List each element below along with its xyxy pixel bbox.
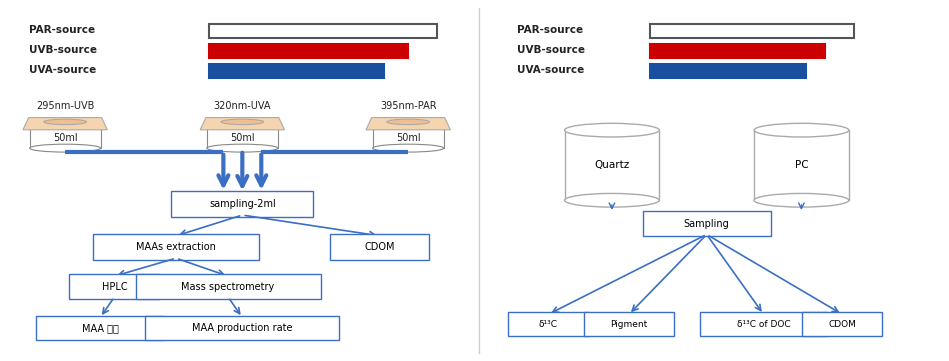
FancyBboxPatch shape (69, 274, 159, 299)
Bar (373, 129, 444, 148)
FancyBboxPatch shape (802, 313, 883, 336)
Text: MAAs extraction: MAAs extraction (136, 242, 216, 252)
FancyBboxPatch shape (36, 316, 164, 340)
Text: 50ml: 50ml (53, 133, 78, 143)
Text: Quartz: Quartz (594, 160, 629, 170)
Bar (207, 129, 278, 148)
Text: 50ml: 50ml (230, 133, 254, 143)
Text: HPLC: HPLC (102, 282, 127, 292)
Ellipse shape (207, 144, 278, 152)
Text: Mass spectrometry: Mass spectrometry (181, 282, 275, 292)
FancyBboxPatch shape (330, 234, 430, 260)
Bar (650, 44, 825, 58)
Text: UVB-source: UVB-source (29, 45, 97, 55)
Text: PAR-source: PAR-source (29, 25, 95, 35)
Text: δ¹³C of DOC: δ¹³C of DOC (736, 320, 791, 329)
FancyBboxPatch shape (642, 211, 771, 236)
Bar (754, 130, 848, 200)
Text: PC: PC (794, 160, 809, 170)
Text: Pigment: Pigment (610, 320, 647, 329)
Ellipse shape (29, 144, 101, 152)
Polygon shape (366, 118, 451, 130)
FancyBboxPatch shape (136, 274, 321, 299)
Bar (209, 64, 384, 78)
Text: CDOM: CDOM (828, 320, 856, 329)
Text: δ¹³C: δ¹³C (539, 320, 558, 329)
Text: CDOM: CDOM (364, 242, 395, 252)
Bar (650, 25, 853, 38)
Text: PAR-source: PAR-source (517, 25, 584, 35)
Ellipse shape (373, 144, 444, 152)
Text: MAA 정량: MAA 정량 (82, 323, 119, 333)
Ellipse shape (565, 123, 660, 137)
Bar (29, 129, 101, 148)
Bar (209, 44, 408, 58)
Text: MAA production rate: MAA production rate (192, 323, 292, 333)
Bar (565, 130, 660, 200)
Text: UVA-source: UVA-source (29, 65, 97, 75)
Ellipse shape (387, 119, 430, 125)
Ellipse shape (221, 119, 264, 125)
Ellipse shape (754, 123, 848, 137)
Text: Sampling: Sampling (684, 219, 730, 229)
Polygon shape (23, 118, 107, 130)
FancyBboxPatch shape (171, 191, 313, 217)
Text: sampling-2ml: sampling-2ml (209, 199, 276, 209)
Polygon shape (200, 118, 285, 130)
Text: 395nm-PAR: 395nm-PAR (380, 101, 437, 111)
Text: UVA-source: UVA-source (517, 65, 585, 75)
Ellipse shape (754, 193, 848, 207)
FancyBboxPatch shape (508, 313, 588, 336)
Text: UVB-source: UVB-source (517, 45, 586, 55)
Text: 320nm-UVA: 320nm-UVA (214, 101, 271, 111)
Ellipse shape (565, 193, 660, 207)
Text: 50ml: 50ml (396, 133, 420, 143)
Text: 295nm-UVB: 295nm-UVB (36, 101, 94, 111)
Bar (650, 64, 806, 78)
FancyBboxPatch shape (584, 313, 674, 336)
FancyBboxPatch shape (145, 316, 340, 340)
FancyBboxPatch shape (93, 234, 259, 260)
Ellipse shape (44, 119, 86, 125)
Bar (209, 25, 437, 38)
FancyBboxPatch shape (699, 313, 828, 336)
